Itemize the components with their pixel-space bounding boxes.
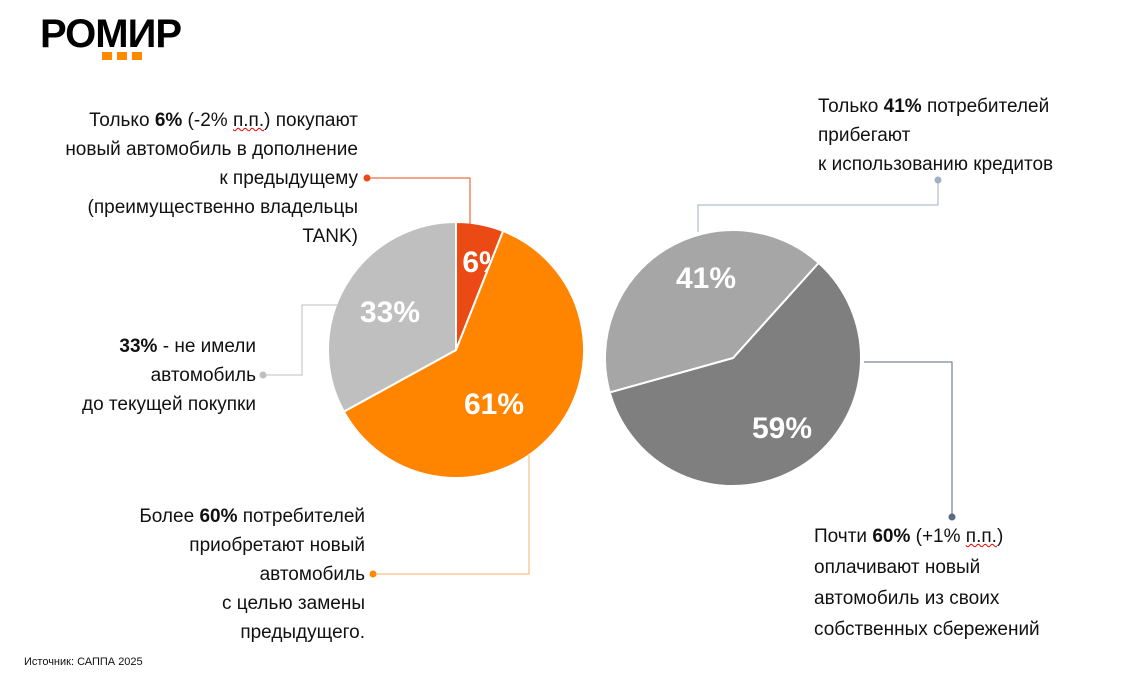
leader-41 [697, 180, 939, 232]
romir-logo: РОМИР [40, 12, 182, 56]
pie-slice-33 [327, 220, 457, 414]
leader-59 [864, 361, 953, 517]
note-59pct: Почти 60% (+1% п.п.) оплачивают новый авт… [814, 526, 1040, 640]
pie-label-59: 59% [752, 412, 812, 445]
leader-33 [263, 304, 338, 376]
leader-lines [259, 174, 956, 578]
note-61pct: Более 60% потребителей приобретают новый… [139, 506, 365, 643]
pie-chart-2: 59% 41% [604, 228, 862, 487]
leader-61 [373, 455, 530, 575]
note-6pct: Только 6% (-2% п.п.) покупают новый авто… [65, 110, 358, 247]
note-33pct: 33% - не имели автомобиль до текущей поку… [82, 336, 256, 415]
pie-label-41: 41% [676, 262, 736, 295]
logo-dots [102, 52, 142, 60]
pie-slice-61 [342, 229, 585, 479]
source-note: Источник: САППА 2025 [24, 656, 143, 668]
pie-label-61: 61% [464, 388, 524, 421]
pie-chart-1: 6%61%33% [327, 220, 585, 479]
leader-6 [367, 177, 471, 224]
pie-slice-41 [604, 228, 821, 394]
pie-slice-59 [608, 261, 862, 487]
pie-label-33: 33% [360, 296, 420, 329]
note-41pct: Только 41% потребителей прибегают к испол… [818, 96, 1054, 175]
